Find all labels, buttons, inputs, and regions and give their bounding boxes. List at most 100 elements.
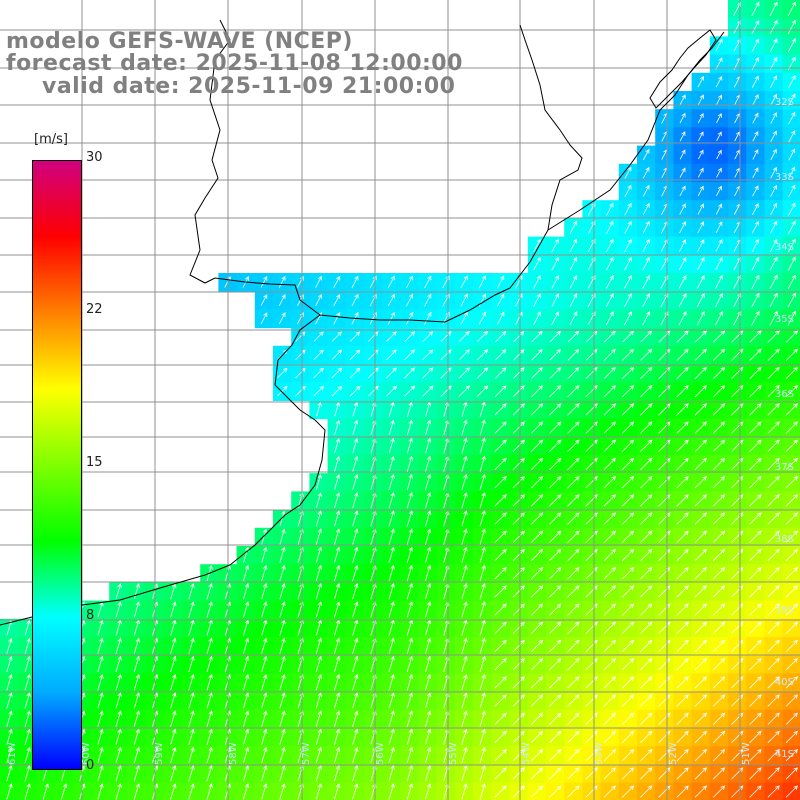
wind-arrow bbox=[696, 310, 705, 326]
wind-speed-cell bbox=[600, 709, 620, 729]
wind-arrow bbox=[261, 546, 268, 563]
wind-arrow bbox=[785, 457, 799, 471]
wind-speed-cell bbox=[527, 618, 547, 638]
wind-speed-cell bbox=[728, 600, 747, 620]
wind-speed-cell bbox=[746, 200, 765, 219]
wind-arrow bbox=[621, 639, 635, 653]
wind-speed-cell bbox=[618, 418, 638, 438]
wind-arrow bbox=[530, 621, 544, 634]
wind-arrow bbox=[767, 439, 780, 452]
wind-arrow bbox=[549, 494, 562, 507]
wind-arrow bbox=[676, 585, 689, 598]
wind-speed-cell bbox=[673, 236, 693, 256]
wind-arrow bbox=[785, 348, 799, 361]
wind-speed-cell bbox=[564, 400, 583, 420]
wind-arrow bbox=[640, 639, 653, 653]
wind-arrow bbox=[767, 403, 780, 416]
wind-arrow bbox=[388, 455, 395, 472]
wind-speed-cell bbox=[764, 273, 784, 292]
wind-arrow bbox=[712, 748, 726, 762]
wind-arrow bbox=[352, 582, 359, 600]
wind-speed-cell bbox=[400, 273, 420, 292]
wind-arrow bbox=[585, 384, 598, 398]
wind-speed-cell bbox=[728, 546, 747, 565]
wind-arrow bbox=[349, 349, 361, 360]
wind-speed-cell bbox=[709, 509, 729, 529]
wind-arrow bbox=[549, 548, 562, 562]
wind-arrow bbox=[425, 601, 432, 618]
wind-speed-cell bbox=[618, 473, 638, 492]
wind-arrow bbox=[770, 130, 777, 142]
wind-speed-cell bbox=[746, 291, 765, 310]
wind-speed-cell bbox=[582, 546, 602, 565]
wind-arrow bbox=[603, 403, 617, 416]
wind-arrow bbox=[679, 221, 686, 234]
wind-arrow bbox=[458, 385, 470, 397]
longitude-label: 57W bbox=[301, 742, 312, 765]
wind-speed-cell bbox=[709, 691, 729, 711]
wind-arrow bbox=[533, 275, 541, 289]
wind-speed-cell bbox=[673, 109, 693, 128]
wind-speed-cell bbox=[709, 491, 729, 511]
wind-arrow bbox=[749, 585, 762, 598]
wind-speed-cell bbox=[709, 637, 729, 656]
wind-arrow bbox=[97, 746, 104, 764]
wind-arrow bbox=[567, 530, 580, 543]
wind-arrow bbox=[243, 637, 250, 654]
wind-arrow bbox=[115, 583, 122, 600]
wind-arrow bbox=[388, 692, 395, 709]
wind-arrow bbox=[97, 710, 104, 727]
wind-speed-cell bbox=[254, 291, 274, 310]
wind-speed-cell bbox=[582, 309, 602, 329]
wind-arrow bbox=[315, 783, 322, 800]
wind-arrow bbox=[712, 767, 726, 780]
wind-arrow bbox=[769, 220, 778, 234]
wind-arrow bbox=[549, 785, 562, 798]
wind-arrow bbox=[621, 439, 635, 452]
wind-arrow bbox=[715, 94, 722, 106]
wind-arrow bbox=[331, 331, 342, 342]
wind-arrow bbox=[603, 512, 617, 525]
wind-arrow bbox=[385, 385, 397, 397]
wind-speed-cell bbox=[673, 254, 693, 274]
wind-arrow bbox=[349, 331, 361, 342]
wind-speed-cell bbox=[618, 382, 638, 401]
wind-arrow bbox=[334, 710, 341, 727]
wind-arrow bbox=[424, 293, 432, 307]
wind-speed-cell bbox=[691, 436, 711, 456]
wind-speed-cell bbox=[637, 345, 656, 365]
wind-arrow bbox=[243, 728, 250, 745]
wind-arrow bbox=[767, 494, 780, 507]
wind-arrow bbox=[585, 585, 598, 598]
wind-arrow bbox=[206, 673, 213, 691]
wind-arrow bbox=[676, 457, 689, 471]
wind-speed-cell bbox=[655, 163, 674, 183]
wind-speed-cell bbox=[546, 546, 565, 565]
wind-arrow bbox=[461, 673, 468, 691]
wind-speed-cell bbox=[527, 509, 547, 529]
wind-arrow bbox=[567, 566, 580, 580]
wind-arrow bbox=[387, 311, 395, 325]
wind-arrow bbox=[788, 220, 796, 234]
wind-speed-cell bbox=[527, 546, 547, 565]
wind-arrow bbox=[549, 585, 562, 598]
wind-speed-cell bbox=[309, 382, 329, 401]
wind-speed-cell bbox=[364, 382, 383, 401]
wind-arrow bbox=[24, 673, 31, 691]
wind-vector-field bbox=[6, 1, 799, 800]
longitude-label: 52W bbox=[668, 742, 679, 765]
wind-speed-cell bbox=[637, 582, 656, 602]
wind-arrow bbox=[494, 585, 507, 598]
wind-arrow bbox=[495, 331, 507, 343]
wind-speed-cell bbox=[764, 72, 784, 92]
wind-speed-cell bbox=[582, 600, 602, 620]
wind-speed-cell bbox=[509, 527, 529, 547]
wind-speed-cell bbox=[382, 382, 401, 401]
wind-arrow bbox=[352, 728, 359, 745]
wind-arrow bbox=[603, 785, 617, 798]
wind-arrow bbox=[170, 764, 177, 782]
wind-arrow bbox=[24, 637, 31, 654]
longitude-label: 59W bbox=[154, 742, 165, 765]
wind-speed-cell bbox=[618, 436, 638, 456]
wind-arrow bbox=[770, 202, 777, 216]
